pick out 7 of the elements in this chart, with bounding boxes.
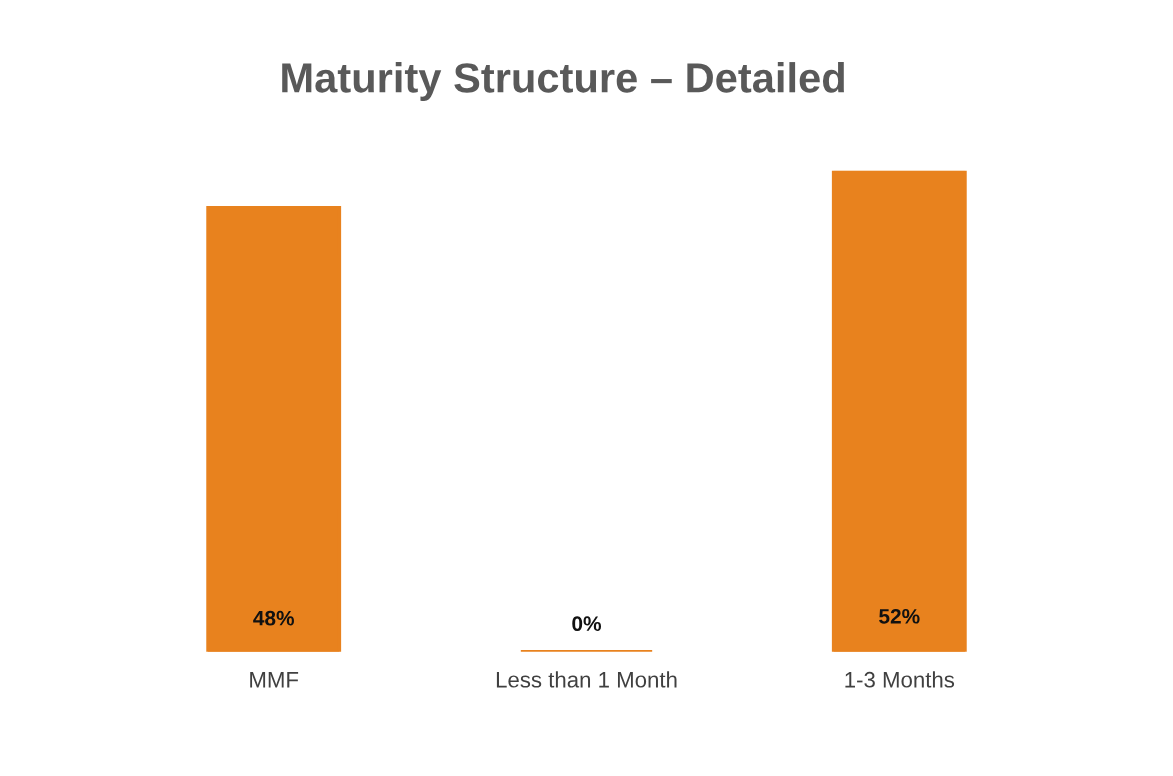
- x-tick-label: MMF: [250, 672, 299, 688]
- chart-title: Maturity Structure – Detailed: [282, 62, 844, 101]
- x-tick-label: Less than 1 Month: [496, 671, 677, 688]
- data-label: 48%: [253, 610, 294, 626]
- x-tick-label: 1-3 Months: [845, 671, 955, 688]
- data-label: 0%: [572, 616, 602, 632]
- data-label: 52%: [879, 608, 920, 624]
